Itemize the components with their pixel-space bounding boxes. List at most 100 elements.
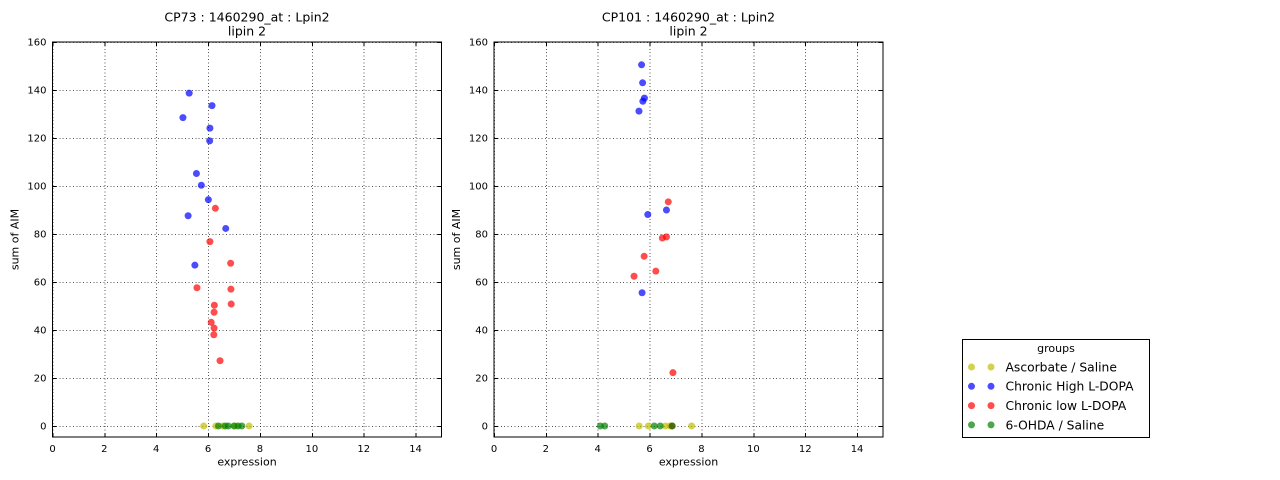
scatter-point	[638, 289, 646, 297]
y-tick-label: 20	[475, 373, 488, 384]
scatter-point	[197, 181, 205, 189]
y-tick-label: 40	[475, 325, 488, 336]
scatter-point	[210, 301, 218, 309]
legend-entry: Chronic High L-DOPA	[968, 380, 1134, 394]
scatter-point	[207, 318, 215, 326]
y-tick-labels: 0 20 40 60 80 100 120 140 160	[469, 38, 488, 433]
legend-entry: Chronic low L-DOPA	[968, 399, 1127, 413]
legend-marker	[968, 382, 975, 390]
scatter-point	[238, 422, 246, 430]
y-tick-label: 160	[27, 38, 46, 49]
scatter-point	[601, 422, 609, 430]
y-tick-label: 140	[27, 85, 46, 96]
plot-subtitle: lipin 2	[228, 24, 266, 39]
scatter-point	[211, 204, 219, 212]
x-axis-label: expression	[217, 456, 276, 469]
scatter-point	[630, 272, 638, 280]
y-tick-label: 80	[34, 229, 47, 240]
y-axis-label: sum of AIM	[450, 209, 463, 270]
scatter-point	[216, 357, 224, 365]
x-axis-label: expression	[659, 456, 718, 469]
x-tick-labels: 0 2 4 6 8 10 12 14	[49, 444, 422, 455]
scatter-point	[214, 422, 222, 430]
grid-lines	[52, 42, 442, 437]
series-3-points	[630, 198, 677, 430]
y-tick-label: 140	[469, 85, 488, 96]
series-2-points	[179, 89, 230, 269]
x-tick-label: 6	[646, 444, 652, 455]
scatter-point	[652, 267, 660, 275]
x-tick-label: 4	[595, 444, 601, 455]
scatter-point	[635, 107, 643, 115]
scatter-point	[656, 422, 664, 430]
legend-marker	[968, 363, 975, 371]
scatter-point	[210, 331, 218, 339]
scatter-point	[208, 102, 216, 110]
scatter-point	[193, 284, 201, 292]
legend-title: groups	[1037, 342, 1075, 355]
x-tick-label: 0	[49, 444, 55, 455]
scatter-point	[664, 198, 672, 206]
x-tick-label: 0	[491, 444, 497, 455]
scatter-point	[245, 422, 253, 430]
x-tick-label: 2	[543, 444, 549, 455]
scatter-point	[191, 261, 199, 269]
x-tick-label: 8	[698, 444, 704, 455]
plot-subtitle: lipin 2	[669, 24, 707, 39]
scatter-point	[644, 211, 652, 219]
scatter-point	[179, 114, 187, 122]
scatter-point	[222, 224, 230, 232]
legend-marker	[987, 363, 995, 371]
x-tick-label: 12	[799, 444, 812, 455]
y-tick-label: 120	[469, 133, 488, 144]
scatter-point	[210, 308, 218, 316]
series-1-points	[635, 422, 696, 430]
scatter-point	[227, 259, 235, 267]
y-tick-label: 20	[34, 373, 47, 384]
series-3-points	[193, 204, 235, 365]
x-tick-label: 10	[305, 444, 318, 455]
x-tick-label: 14	[851, 444, 864, 455]
y-tick-label: 100	[27, 181, 46, 192]
y-tick-label: 100	[469, 181, 488, 192]
y-tick-label: 60	[34, 277, 47, 288]
y-tick-label: 60	[475, 277, 488, 288]
x-tick-label: 12	[357, 444, 370, 455]
scatter-point	[662, 233, 670, 241]
tick-marks	[52, 42, 442, 437]
scatter-point	[227, 300, 235, 308]
scatter-point	[227, 285, 235, 293]
legend: groups Ascorbate / Saline Chronic High L-D…	[962, 339, 1150, 438]
scatter-point	[650, 422, 658, 430]
scatter-point	[639, 97, 647, 105]
scatter-point	[662, 206, 670, 214]
y-tick-label: 0	[482, 421, 488, 432]
y-axis-label: sum of AIM	[9, 209, 22, 270]
series-4-points	[596, 422, 676, 430]
y-tick-labels: 0 20 40 60 80 100 120 140 160	[27, 38, 46, 433]
scatter-point	[669, 369, 677, 377]
scatter-point	[688, 422, 696, 430]
y-tick-label: 0	[40, 421, 46, 432]
legend-marker	[987, 421, 995, 429]
legend-marker	[987, 382, 995, 390]
y-tick-label: 160	[469, 38, 488, 49]
series-2-points	[635, 61, 670, 297]
x-tick-label: 14	[409, 444, 422, 455]
x-tick-label: 8	[257, 444, 263, 455]
scatter-point	[184, 212, 192, 220]
scatter-point	[200, 422, 208, 430]
scatter-point	[640, 252, 648, 260]
scatter-point	[204, 196, 212, 204]
scatter-point	[668, 422, 676, 430]
y-tick-label: 80	[475, 229, 488, 240]
x-tick-labels: 0 2 4 6 8 10 12 14	[491, 444, 864, 455]
legend-marker	[968, 421, 975, 429]
legend-marker	[987, 402, 995, 410]
scatter-point	[192, 170, 200, 178]
scatter-point	[644, 422, 652, 430]
